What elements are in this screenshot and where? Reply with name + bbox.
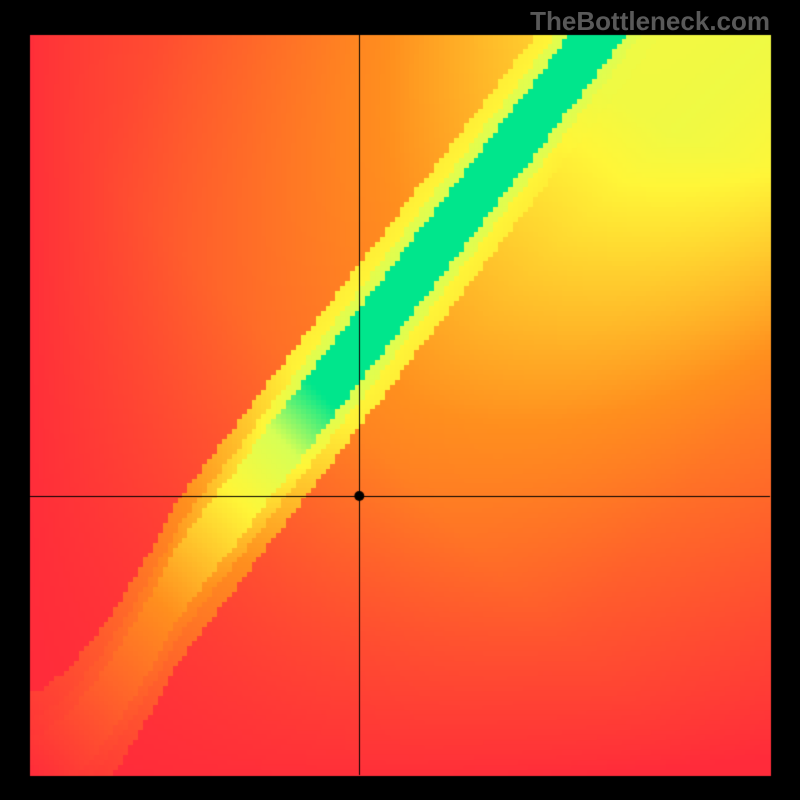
bottleneck-heatmap: [0, 0, 800, 800]
watermark-text: TheBottleneck.com: [530, 6, 770, 37]
chart-container: TheBottleneck.com: [0, 0, 800, 800]
